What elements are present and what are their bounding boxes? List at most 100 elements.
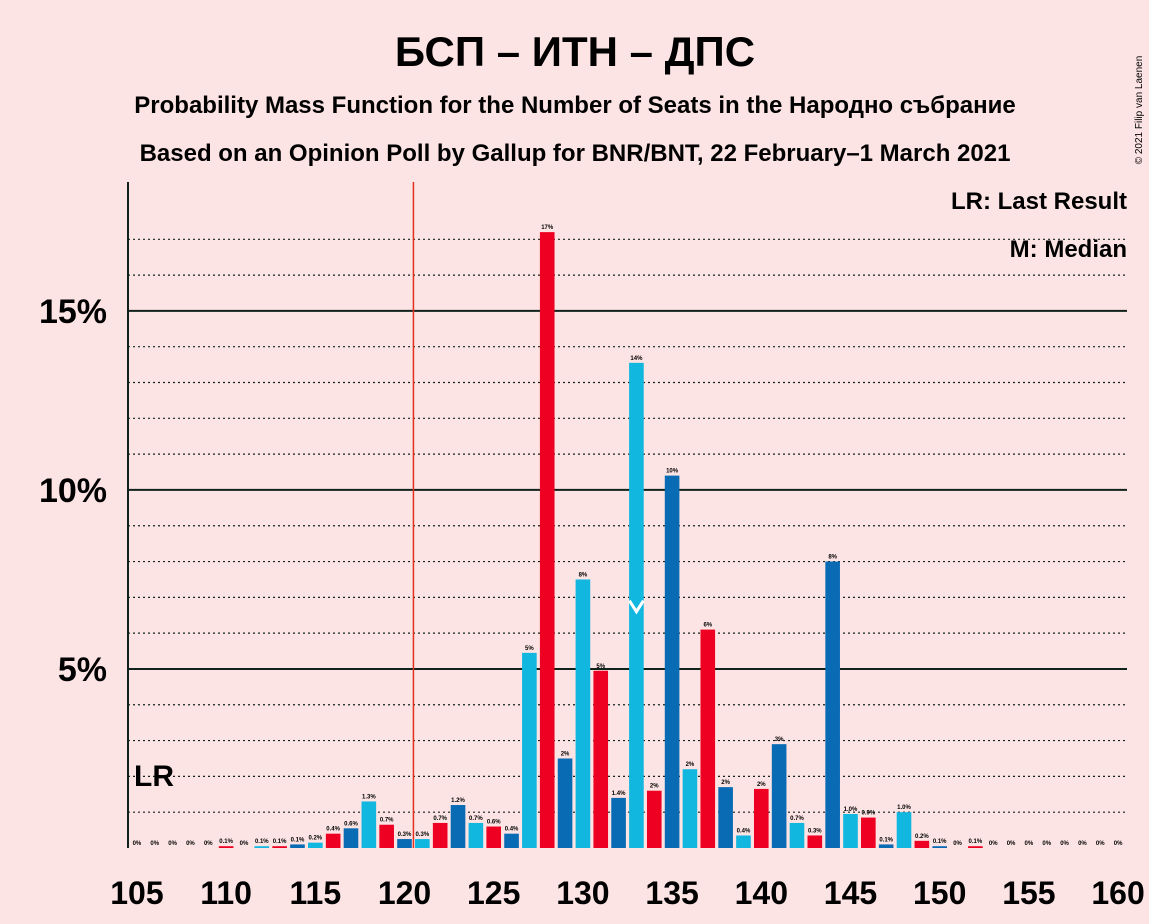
bar-115	[307, 842, 323, 848]
bar-131	[593, 670, 609, 848]
bar-133	[629, 362, 644, 848]
bar-129	[557, 758, 573, 848]
data-label-106: 0%	[150, 841, 159, 847]
data-label-150: 0.1%	[933, 839, 947, 845]
data-label-115: 0.2%	[308, 836, 322, 842]
bar-143	[807, 835, 823, 848]
bar-139	[736, 835, 751, 848]
data-label-135: 10%	[666, 469, 679, 475]
median-marker	[628, 599, 645, 615]
data-label-140: 2%	[757, 782, 766, 788]
data-label-110: 0.1%	[219, 839, 233, 845]
data-label-130: 8%	[579, 572, 588, 578]
data-label-147: 0.1%	[879, 837, 893, 843]
data-label-152: 0.1%	[969, 839, 983, 845]
x-tick-label: 145	[824, 875, 877, 911]
chart-title: БСП – ИТН – ДПС	[395, 28, 755, 75]
data-label-111: 0%	[240, 841, 249, 847]
bar-152	[968, 846, 983, 848]
data-label-123: 1.2%	[451, 798, 465, 804]
data-label-131: 5%	[596, 664, 605, 670]
data-label-105: 0%	[133, 841, 142, 847]
bar-110	[218, 846, 234, 848]
legend-median: M: Median	[1010, 236, 1127, 263]
data-label-125: 0.6%	[487, 820, 501, 826]
y-tick-group: 5% 10% 15%	[39, 293, 107, 689]
bar-121	[415, 839, 430, 848]
y-tick-label: 5%	[58, 651, 107, 689]
bar-132	[611, 797, 626, 848]
legend-last-result: LR: Last Result	[951, 188, 1127, 215]
data-label-124: 0.7%	[469, 816, 483, 822]
bar-137	[700, 629, 716, 848]
bar-112	[254, 846, 270, 848]
data-label-122: 0.7%	[433, 816, 447, 822]
x-tick-label: 105	[110, 875, 163, 911]
x-tick-label: 155	[1002, 875, 1055, 911]
data-label-114: 0.1%	[291, 837, 305, 843]
bar-119	[379, 824, 394, 848]
bar-140	[753, 788, 769, 848]
data-label-153: 0%	[989, 841, 998, 847]
data-label-132: 1.4%	[612, 791, 626, 797]
x-tick-group: 105 110 115 120 125 130 135 140 145 150 155 160	[110, 875, 1145, 911]
data-label-155: 0%	[1025, 841, 1034, 847]
data-label-113: 0.1%	[273, 839, 287, 845]
data-label-126: 0.4%	[505, 827, 519, 833]
bar-122	[432, 822, 448, 848]
data-label-120: 0.3%	[398, 832, 412, 838]
bar-142	[789, 822, 805, 848]
bar-130	[575, 579, 591, 848]
data-label-136: 2%	[686, 762, 695, 768]
bar-127	[522, 652, 537, 848]
data-label-143: 0.3%	[808, 828, 822, 834]
data-label-156: 0%	[1042, 841, 1051, 847]
data-label-158: 0%	[1078, 841, 1087, 847]
bar-116	[325, 833, 341, 848]
data-label-119: 0.7%	[380, 818, 394, 824]
data-label-146: 0.9%	[861, 811, 875, 817]
data-label-138: 2%	[721, 780, 730, 786]
data-label-107: 0%	[168, 841, 177, 847]
data-label-144: 8%	[828, 555, 837, 561]
data-label-159: 0%	[1096, 841, 1105, 847]
bar-123	[450, 805, 466, 848]
data-label-group: 0% 0% 0% 0% 0% 0.1% 0% 0.1% 0.1% 0.1% 0.2%0.4%0.6%…	[133, 225, 1123, 847]
bar-114	[290, 844, 305, 848]
y-tick-label: 15%	[39, 293, 107, 331]
bar-147	[878, 844, 894, 848]
x-tick-label: 160	[1091, 875, 1144, 911]
bar-120	[397, 839, 412, 848]
x-tick-label: 125	[467, 875, 520, 911]
x-tick-label: 150	[913, 875, 966, 911]
bar-145	[843, 813, 858, 848]
copyright-notice: © 2021 Filip van Laenen	[1134, 56, 1145, 165]
data-label-154: 0%	[1007, 841, 1016, 847]
data-label-117: 0.6%	[344, 821, 358, 827]
x-tick-label: 120	[378, 875, 431, 911]
bar-136	[682, 769, 698, 848]
data-label-142: 0.7%	[790, 816, 804, 822]
data-label-109: 0%	[204, 841, 213, 847]
data-label-145: 1.0%	[844, 807, 858, 813]
data-label-129: 2%	[561, 751, 570, 757]
x-tick-label: 135	[645, 875, 698, 911]
bar-150	[932, 846, 948, 848]
data-label-118: 1.3%	[362, 794, 376, 800]
bar-141	[771, 744, 787, 848]
x-tick-label: 110	[200, 875, 252, 911]
bar-146	[861, 817, 876, 848]
data-label-137: 6%	[703, 623, 712, 629]
bar-113	[272, 846, 287, 848]
data-label-157: 0%	[1060, 841, 1069, 847]
bar-149	[914, 840, 930, 848]
chart-subtitle-1: Probability Mass Function for the Number…	[134, 92, 1015, 119]
chart-subtitle-2: Based on an Opinion Poll by Gallup for B…	[140, 140, 1011, 167]
data-label-108: 0%	[186, 841, 195, 847]
data-label-133: 14%	[630, 356, 643, 362]
bar-118	[361, 801, 377, 848]
data-label-139: 0.4%	[737, 828, 751, 834]
bar-125	[486, 826, 502, 848]
data-label-121: 0.3%	[416, 832, 430, 838]
